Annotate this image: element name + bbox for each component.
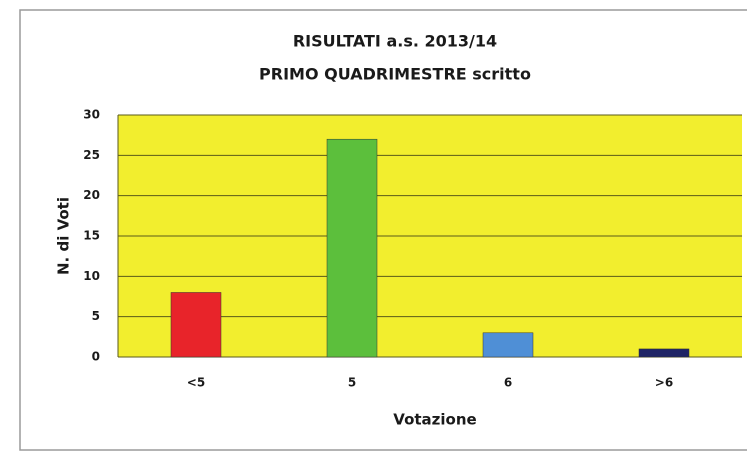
x-tick-label: >6 [655, 376, 673, 390]
bar [482, 332, 534, 358]
y-tick-label: 15 [83, 229, 100, 243]
chart-title: RISULTATI a.s. 2013/14 [293, 32, 497, 51]
y-tick-label: 30 [83, 108, 100, 122]
y-tick-label: 25 [83, 148, 100, 162]
x-tick-label: 5 [348, 376, 356, 390]
bar [638, 348, 690, 358]
y-tick-label: 20 [83, 188, 100, 202]
y-axis-title: N. di Voti [55, 197, 73, 275]
x-axis-title: Votazione [393, 411, 476, 429]
bar [170, 292, 222, 358]
y-tick-label: 10 [83, 269, 100, 283]
y-tick-label: 5 [92, 309, 100, 323]
y-tick-label: 0 [92, 350, 100, 364]
chart-subtitle: PRIMO QUADRIMESTRE scritto [259, 65, 531, 84]
bar [326, 138, 378, 358]
x-tick-label: 6 [504, 376, 512, 390]
x-tick-label: <5 [187, 376, 205, 390]
